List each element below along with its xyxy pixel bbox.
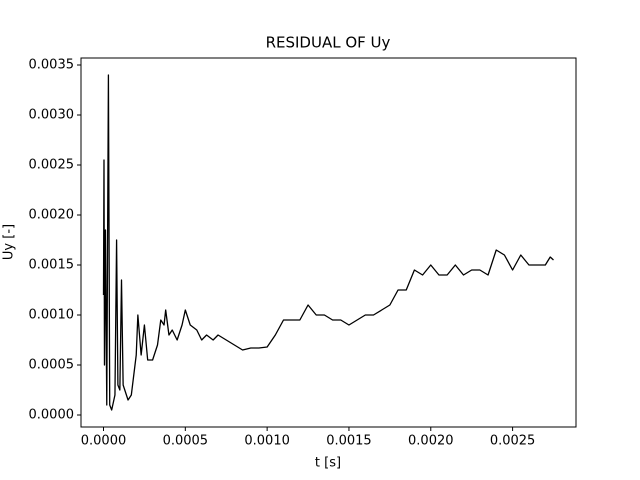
y-tick-label: 0.0025 [29,158,75,173]
x-tick-label: 0.0010 [244,434,290,449]
y-tick-label: 0.0035 [29,58,75,73]
x-tick-label: 0.0025 [490,434,536,449]
x-tick-label: 0.0000 [81,434,127,449]
x-tick-label: 0.0020 [408,434,454,449]
x-tick-label: 0.0015 [326,434,372,449]
plot-frame [80,57,577,428]
y-tick-label: 0.0030 [29,108,75,123]
y-tick-label: 0.0015 [29,258,75,273]
data-line [102,74,554,411]
y-tick-label: 0.0020 [29,208,75,223]
chart-title: RESIDUAL OF Uy [266,34,391,52]
y-axis-label: Uy [-] [2,224,17,260]
x-tick-label: 0.0005 [163,434,209,449]
y-tick-label: 0.0005 [29,358,75,373]
y-tick-label: 0.0000 [29,408,75,423]
y-tick-label: 0.0010 [29,308,75,323]
x-axis-label: t [s] [315,456,341,471]
